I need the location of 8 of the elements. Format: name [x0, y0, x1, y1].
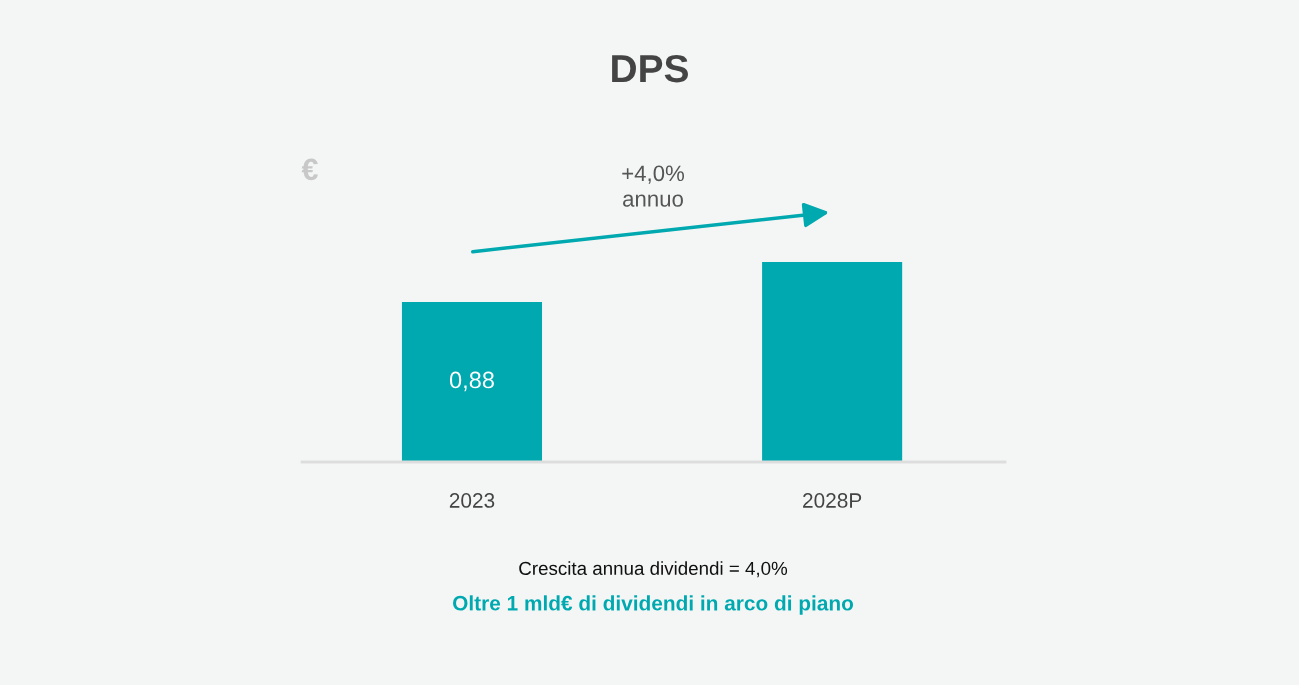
- x-tick-label: 2023: [449, 493, 495, 508]
- text: Oltre 1 mld€ di dividendi in arco di piano: [453, 595, 854, 615]
- x-tick-label: 2028P: [803, 493, 862, 508]
- text: +4,0% annuo: [622, 165, 685, 207]
- y-axis-title: €: [301, 158, 318, 181]
- data-label: 0,88: [449, 371, 494, 392]
- text: Crescita annua dividendi = 4,0%: [519, 561, 788, 578]
- chart-title: DPS: [612, 54, 688, 83]
